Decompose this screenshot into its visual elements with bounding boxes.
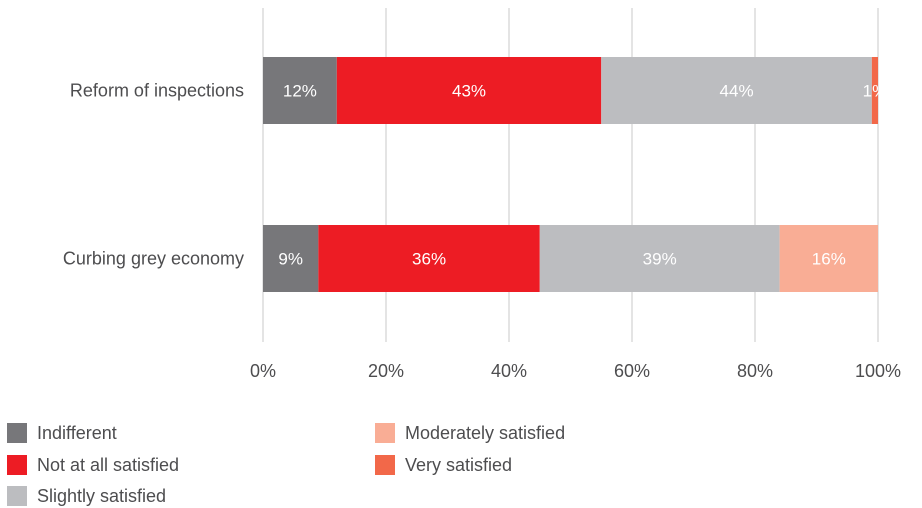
x-tick-label: 80% bbox=[737, 361, 773, 381]
data-label: 16% bbox=[812, 250, 846, 269]
x-axis-tick-labels: 0% 20% 40% 60% 80% 100% bbox=[250, 361, 901, 381]
category-label: Reform of inspections bbox=[70, 81, 244, 101]
bar-segment bbox=[601, 57, 872, 124]
x-tick-label: 60% bbox=[614, 361, 650, 381]
x-tick-label: 100% bbox=[855, 361, 901, 381]
category-labels: Reform of inspections Curbing grey econom… bbox=[63, 81, 244, 269]
x-tick-label: 20% bbox=[368, 361, 404, 381]
bar-segment bbox=[779, 225, 878, 292]
data-label: 36% bbox=[412, 250, 446, 269]
bar-segment bbox=[263, 225, 319, 292]
data-label: 1% bbox=[863, 82, 888, 101]
bars: 12% 43% 44% 1% 9% 36% 39% 16% bbox=[263, 57, 887, 292]
bar-segment bbox=[871, 57, 878, 124]
bar-segment bbox=[336, 57, 602, 124]
x-tick-label: 40% bbox=[491, 361, 527, 381]
x-tick-label: 0% bbox=[250, 361, 276, 381]
data-label: 12% bbox=[283, 82, 317, 101]
bar-segment bbox=[318, 225, 540, 292]
data-label: 43% bbox=[452, 82, 486, 101]
bar-segment bbox=[539, 225, 780, 292]
category-label: Curbing grey economy bbox=[63, 249, 244, 269]
data-label: 9% bbox=[278, 250, 303, 269]
data-label: 44% bbox=[720, 82, 754, 101]
bar-segment bbox=[263, 57, 337, 124]
data-label: 39% bbox=[643, 250, 677, 269]
